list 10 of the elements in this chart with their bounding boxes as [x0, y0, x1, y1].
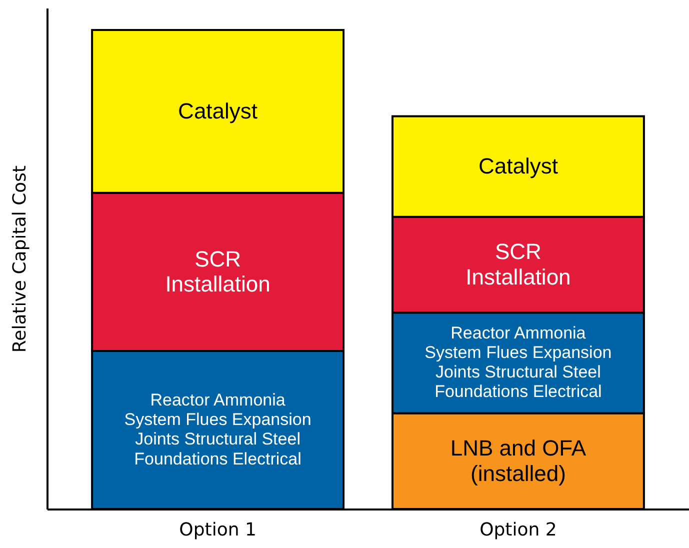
x-tick-label: Option 1	[179, 520, 256, 540]
series-label: Catalyst	[478, 154, 558, 179]
y-axis-title: Relative Capital Cost	[10, 165, 30, 353]
text: Catalyst	[178, 98, 258, 124]
text: Reactor Ammonia System Flues Expansion Joints Structural Steel Foundations Electrical	[124, 390, 312, 468]
x-tick-label: Option 2	[480, 520, 557, 540]
series-label: Reactor Ammonia System Flues Expansion Joints Structural Steel Foundations Electrical	[424, 324, 612, 402]
series-label: LNB and OFA (installed)	[450, 435, 586, 486]
text: SCR Installation	[165, 246, 270, 297]
series-label: SCR Installation	[466, 239, 571, 290]
